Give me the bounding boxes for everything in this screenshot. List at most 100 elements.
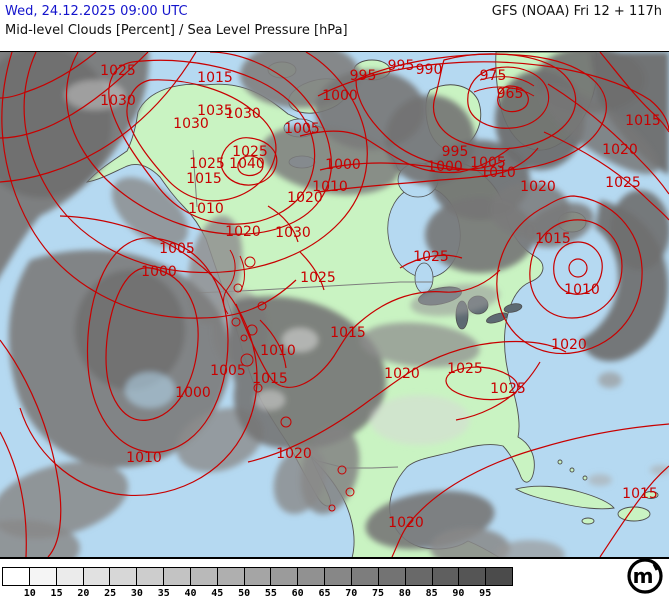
pressure-label: 1010 (312, 179, 348, 195)
legend-tick-label: 70 (345, 588, 358, 599)
pressure-label: 1040 (229, 156, 265, 172)
legend-cell (3, 568, 30, 585)
model-run-text: GFS (NOAA) Fri 12 + 117h (491, 4, 662, 19)
map-top-border (0, 51, 669, 52)
pressure-label: 1025 (447, 361, 483, 377)
lake-erie (486, 312, 508, 324)
pressure-label: 995 (388, 58, 415, 74)
pressure-label: 1020 (551, 337, 587, 353)
legend-cell (137, 568, 165, 585)
pressure-label: 1020 (225, 224, 261, 240)
pressure-label: 1020 (384, 366, 420, 382)
pressure-label: 1010 (126, 450, 162, 466)
pressure-label: 1020 (388, 515, 424, 531)
legend-tick-label: 75 (372, 588, 385, 599)
pressure-label: 965 (497, 86, 524, 102)
legend-cell (217, 568, 245, 585)
legend-cell (459, 568, 487, 585)
hispaniola (617, 506, 651, 522)
pressure-label: 1010 (188, 201, 224, 217)
pressure-label: 1005 (470, 155, 506, 171)
legend-tick-label: 20 (77, 588, 90, 599)
pressure-label: 1000 (175, 385, 211, 401)
pressure-label: 1005 (210, 363, 246, 379)
pressure-label: 1025 (232, 144, 268, 160)
pressure-label: 1015 (622, 486, 658, 502)
bahamas (582, 475, 588, 481)
datetime-text: Wed, 24.12.2025 09:00 UTC (5, 4, 188, 19)
legend-tick-label: 60 (291, 588, 304, 599)
legend-tick-label: 10 (23, 588, 36, 599)
legend-cell (432, 568, 460, 585)
pressure-label: 1015 (186, 171, 222, 187)
legend-cell (325, 568, 352, 585)
pressure-label: 1020 (287, 190, 323, 206)
legend-tick-label: 50 (238, 588, 251, 599)
legend-cell (29, 568, 57, 585)
pressure-label: 1000 (325, 157, 361, 173)
pressure-label: 995 (350, 68, 377, 84)
pressure-label: 995 (442, 144, 469, 160)
pressure-label: 1025 (189, 156, 225, 172)
pressure-label: 1000 (322, 88, 358, 104)
pressure-label: 1015 (252, 371, 288, 387)
pressure-label: 1010 (480, 165, 516, 181)
legend-tick-label: 90 (452, 588, 465, 599)
legend-cell (244, 568, 272, 585)
legend-cell (56, 568, 84, 585)
logo-apostrophe (652, 563, 659, 571)
pressure-label: 1025 (300, 270, 336, 286)
isobar-layer (0, 52, 669, 557)
james-bay (414, 262, 434, 294)
bahamas (557, 459, 563, 465)
legend-cell (486, 568, 513, 585)
pressure-label: 1015 (625, 113, 661, 129)
pressure-label: 1020 (520, 179, 556, 195)
pressure-label: 1015 (330, 325, 366, 341)
pressure-label: 1030 (100, 93, 136, 109)
legend-cell (405, 568, 433, 585)
cloud-layer (0, 52, 669, 557)
logo-circle (627, 558, 663, 594)
pressure-label: 1005 (284, 121, 320, 137)
legend-tick-label: 65 (318, 588, 331, 599)
legend-tick-label: 45 (211, 588, 224, 599)
site-logo: m (627, 558, 663, 594)
cloud-cover-legend (2, 567, 513, 586)
legend-tick-label: 25 (104, 588, 117, 599)
legend-cell (271, 568, 299, 585)
legend-tick-label: 55 (264, 588, 277, 599)
bahamas (569, 467, 575, 473)
legend-cell (164, 568, 191, 585)
map-bottom-border (0, 557, 669, 559)
pressure-label: 1025 (413, 249, 449, 265)
pressure-label: 1020 (276, 446, 312, 462)
legend-tick-label: 80 (398, 588, 411, 599)
pressure-label: 1030 (275, 225, 311, 241)
legend-cell (110, 568, 138, 585)
puerto-rico (643, 491, 659, 499)
legend-tick-label: 40 (184, 588, 197, 599)
legend-tick-label: 15 (50, 588, 63, 599)
pressure-label: 975 (480, 68, 507, 84)
pressure-label: 1015 (535, 231, 571, 247)
pressure-label: 1030 (173, 116, 209, 132)
legend-tick-label: 30 (130, 588, 143, 599)
pressure-label: 1025 (490, 381, 526, 397)
pressure-label: 1025 (605, 175, 641, 191)
pressure-label: 1010 (260, 343, 296, 359)
jamaica (581, 517, 595, 525)
legend-cell (190, 568, 218, 585)
legend-cell (83, 568, 111, 585)
legend-tick-label: 35 (157, 588, 170, 599)
pressure-label: 1035 (197, 103, 233, 119)
logo-letter: m (633, 564, 654, 588)
pressure-label: 1000 (141, 264, 177, 280)
legend-cell (298, 568, 326, 585)
map-title: Mid-level Clouds [Percent] / Sea Level P… (5, 23, 348, 38)
pressure-label: 990 (416, 62, 443, 78)
legend-tick-label: 85 (425, 588, 438, 599)
pressure-label: 1025 (100, 63, 136, 79)
